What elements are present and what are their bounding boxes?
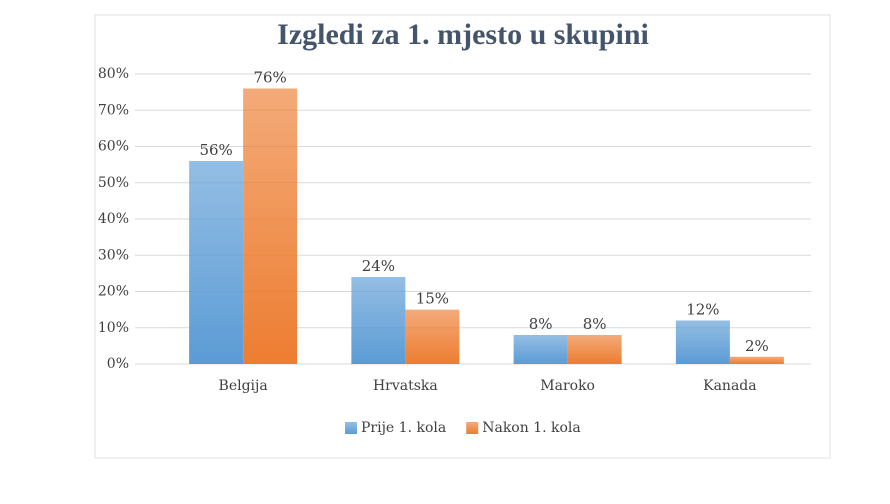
x-tick-label: Maroko [540, 378, 595, 394]
x-tick-label: Belgija [219, 378, 268, 394]
y-tick-label: 50% [98, 175, 129, 191]
bar [189, 161, 244, 364]
legend-swatch [466, 422, 479, 434]
legend-label: Nakon 1. kola [482, 420, 581, 436]
bar [405, 309, 460, 364]
data-label: 76% [253, 69, 286, 87]
y-tick-label: 60% [98, 139, 129, 155]
legend-swatch [345, 422, 357, 434]
data-label: 56% [199, 141, 232, 159]
y-tick-label: 40% [98, 211, 129, 227]
x-tick-label: Hrvatska [373, 378, 438, 394]
data-label: 8% [583, 315, 607, 333]
data-label: 2% [745, 337, 769, 355]
data-label: 8% [529, 315, 553, 333]
bar [243, 88, 298, 364]
y-tick-label: 0% [107, 356, 129, 372]
y-tick-label: 70% [98, 102, 129, 118]
chart-title: Izgledi za 1. mjesto u skupini [277, 18, 649, 51]
y-tick-label: 10% [98, 320, 129, 336]
bar [675, 320, 730, 364]
bar [729, 356, 784, 364]
bar [513, 335, 568, 364]
legend-label: Prije 1. kola [361, 420, 446, 436]
data-label: 15% [416, 290, 449, 308]
y-tick-label: 30% [98, 247, 129, 263]
data-label: 12% [686, 301, 719, 319]
bar [351, 277, 406, 364]
y-tick-label: 80% [98, 66, 129, 82]
x-tick-label: Kanada [703, 378, 756, 394]
data-label: 24% [362, 257, 395, 275]
bar [567, 335, 622, 364]
y-tick-label: 20% [98, 284, 129, 300]
